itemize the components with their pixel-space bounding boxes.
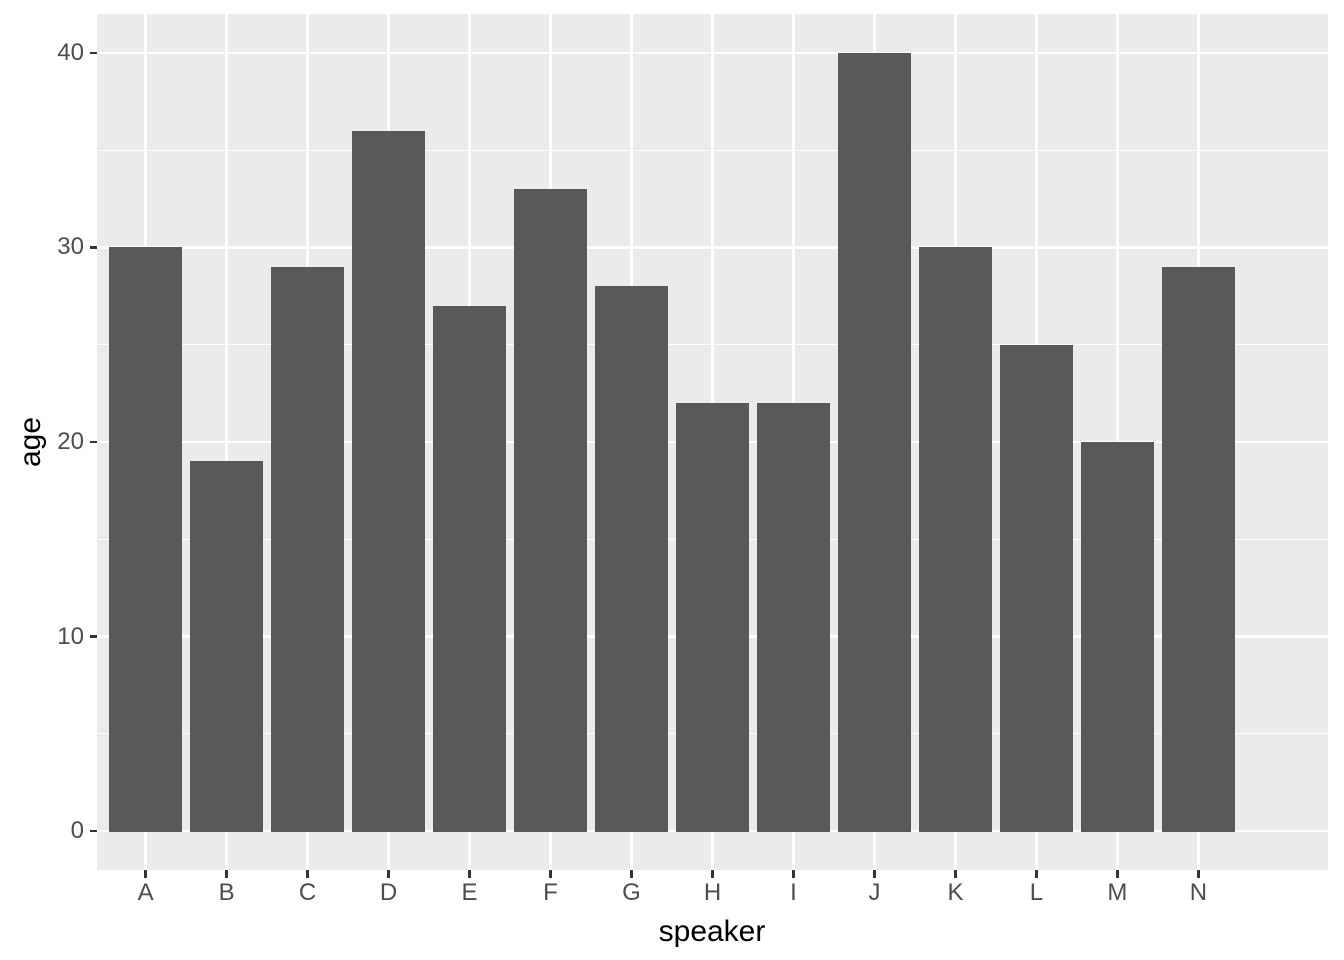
x-tick-mark xyxy=(954,870,957,878)
y-tick-mark xyxy=(90,829,97,833)
y-tick-label: 20 xyxy=(57,428,84,455)
x-tick-mark xyxy=(468,870,471,878)
y-tick-mark xyxy=(90,51,97,55)
bar-D xyxy=(352,130,425,833)
x-tick-label: L xyxy=(1029,879,1044,906)
bar-A xyxy=(109,247,183,833)
bar-M xyxy=(1080,442,1154,833)
x-tick-label: N xyxy=(1189,879,1208,906)
x-tick-mark xyxy=(225,870,228,878)
gridline-major-x xyxy=(225,14,228,870)
bar-G xyxy=(595,286,668,833)
x-tick-mark xyxy=(387,870,390,878)
plot-panel xyxy=(97,14,1328,870)
bar-J xyxy=(838,52,911,833)
bar-K xyxy=(919,247,992,833)
x-tick-label: H xyxy=(703,879,722,906)
bar-E xyxy=(433,305,506,833)
y-tick-label: 10 xyxy=(57,622,84,650)
y-tick-label: 30 xyxy=(57,233,84,261)
x-tick-label: I xyxy=(790,879,797,906)
x-tick-label: D xyxy=(379,879,398,906)
bar-N xyxy=(1161,266,1235,833)
bar-L xyxy=(1000,344,1073,833)
x-tick-label: J xyxy=(868,879,881,906)
x-tick-mark xyxy=(144,870,147,878)
x-tick-label: K xyxy=(947,879,964,906)
bar-C xyxy=(271,266,344,833)
x-tick-mark xyxy=(630,870,633,878)
x-tick-mark xyxy=(873,870,876,878)
gridline-major-x xyxy=(1116,14,1119,870)
x-tick-mark xyxy=(306,870,309,878)
y-tick-mark xyxy=(90,246,97,249)
x-tick-mark xyxy=(1116,870,1119,878)
x-tick-mark xyxy=(792,870,795,878)
x-tick-mark xyxy=(1197,870,1200,878)
y-tick-label: 0 xyxy=(70,817,84,845)
bar-F xyxy=(514,189,587,833)
x-axis-title: speaker xyxy=(658,915,766,948)
x-tick-label: A xyxy=(137,879,154,906)
y-tick-label: 40 xyxy=(57,38,84,66)
x-tick-mark xyxy=(1035,870,1038,878)
x-tick-label: E xyxy=(461,879,478,906)
bar-B xyxy=(190,461,263,833)
x-tick-label: M xyxy=(1107,879,1128,906)
x-tick-mark xyxy=(711,870,714,878)
x-tick-label: G xyxy=(622,879,641,906)
x-tick-label: F xyxy=(543,879,558,906)
x-tick-label: B xyxy=(218,879,235,906)
bar-I xyxy=(757,403,830,833)
x-tick-label: C xyxy=(298,879,317,906)
y-tick-mark xyxy=(90,635,97,638)
y-tick-mark xyxy=(90,440,97,444)
x-tick-mark xyxy=(549,870,552,878)
bar-H xyxy=(676,403,749,833)
